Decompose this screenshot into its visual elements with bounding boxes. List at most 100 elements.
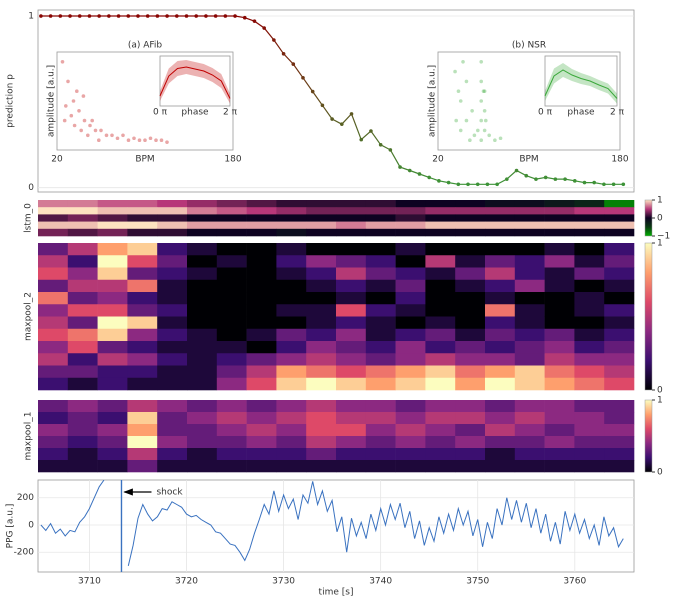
x-tick-label: 180 <box>224 155 241 165</box>
heatmap-cell <box>246 412 277 425</box>
heatmap-cell <box>425 214 456 222</box>
heatmap-cell <box>306 328 337 342</box>
heatmap-cell <box>365 243 396 256</box>
heatmap-cell <box>246 328 277 342</box>
heatmap-cell <box>514 436 545 449</box>
heatmap-cell <box>514 412 545 425</box>
series <box>40 480 624 567</box>
scatter-point <box>104 133 109 138</box>
annotation: shock <box>156 488 183 498</box>
data-point <box>58 14 63 18</box>
heatmap-cell <box>97 207 128 215</box>
heatmap-cell <box>485 365 516 379</box>
heatmap-cell <box>365 255 396 268</box>
heatmap-cell <box>514 460 545 473</box>
heatmap-cell <box>67 221 98 230</box>
heatmap-cell <box>336 365 367 379</box>
heatmap-cell <box>514 221 545 230</box>
heatmap-cell <box>336 412 367 425</box>
heatmap-cell <box>336 279 367 293</box>
heatmap-cell <box>395 304 426 317</box>
heatmap-cell <box>514 214 545 222</box>
data-point <box>272 38 276 42</box>
heatmap-cell <box>306 365 337 379</box>
heatmap-cell <box>425 243 456 256</box>
heatmap-cell <box>455 292 486 305</box>
heatmap-cell <box>157 243 188 256</box>
heatmap-cell <box>574 328 605 342</box>
data-point <box>582 180 587 185</box>
heatmap-cell <box>485 424 516 437</box>
heatmap-cell <box>157 200 188 208</box>
heatmap-cell <box>246 353 277 366</box>
heatmap-cell <box>216 304 247 317</box>
heatmap-cell <box>187 200 218 208</box>
heatmap-cell <box>365 292 396 305</box>
scatter-point <box>86 133 90 138</box>
heatmap-cell <box>365 316 396 330</box>
heatmap-cell <box>157 377 188 391</box>
heatmap-cell <box>306 400 337 413</box>
heatmap-cell <box>157 460 188 473</box>
heatmap-cell <box>544 221 575 230</box>
y-tick-label: 0 <box>28 520 34 530</box>
inset-x-label: phase <box>567 108 595 118</box>
heatmap-cell <box>514 316 545 330</box>
scatter-point <box>458 99 463 103</box>
heatmap-cell <box>157 255 188 268</box>
data-point <box>242 15 247 20</box>
data-point <box>320 103 325 108</box>
heatmap-cell <box>127 316 158 330</box>
heatmap-cell <box>395 214 426 222</box>
heatmap-cell <box>395 221 426 230</box>
scatter-point <box>481 89 486 93</box>
heatmap-cell <box>604 304 635 317</box>
heatmap-cell <box>425 353 456 366</box>
heatmap-cell <box>187 460 218 473</box>
heatmap-cell <box>514 267 545 281</box>
heatmap-cell <box>514 365 545 379</box>
data-point <box>534 177 538 181</box>
heatmap-cell <box>276 460 307 473</box>
heatmap-cell <box>67 448 98 461</box>
heatmap-cell <box>97 365 128 379</box>
heatmap-cell <box>395 207 426 215</box>
scatter-point <box>482 109 487 113</box>
x-tick-label: 3710 <box>78 577 101 587</box>
heatmap-cell <box>514 341 545 354</box>
heatmap-cell <box>187 341 218 354</box>
heatmap-cell <box>455 341 486 354</box>
inset-tick-label: 2 π <box>223 108 238 118</box>
data-point <box>378 142 383 147</box>
heatmap-cell <box>365 207 396 215</box>
heatmap-cell <box>276 412 307 425</box>
heatmap-cell <box>514 207 545 215</box>
heatmap-cell <box>425 328 456 342</box>
heatmap-cell <box>216 377 247 391</box>
data-point <box>495 182 499 187</box>
heatmap-cell <box>395 267 426 281</box>
heatmap-cell <box>127 400 158 413</box>
confidence-band <box>545 63 617 104</box>
heatmap-cell <box>127 341 158 354</box>
heatmap-cell <box>395 316 426 330</box>
data-point <box>369 129 373 133</box>
heatmap-cell <box>67 214 98 222</box>
heatmap-cell <box>276 304 307 317</box>
heatmap-cell <box>574 424 605 437</box>
scatter-point <box>99 128 103 133</box>
heatmap-cell <box>425 377 456 391</box>
heatmap-cell <box>455 255 486 268</box>
colorbar <box>644 242 653 391</box>
heatmap-cell <box>67 243 98 256</box>
heatmap-cell <box>425 200 456 208</box>
heatmap-cell <box>395 400 426 413</box>
heatmap-cell <box>216 228 247 237</box>
heatmap-cell <box>365 228 396 237</box>
inset-curve-frame <box>544 55 618 107</box>
heatmap-cell <box>38 436 69 449</box>
heatmap-cell <box>38 200 69 208</box>
heatmap-cell <box>395 412 426 425</box>
heatmap-cell <box>97 243 128 256</box>
